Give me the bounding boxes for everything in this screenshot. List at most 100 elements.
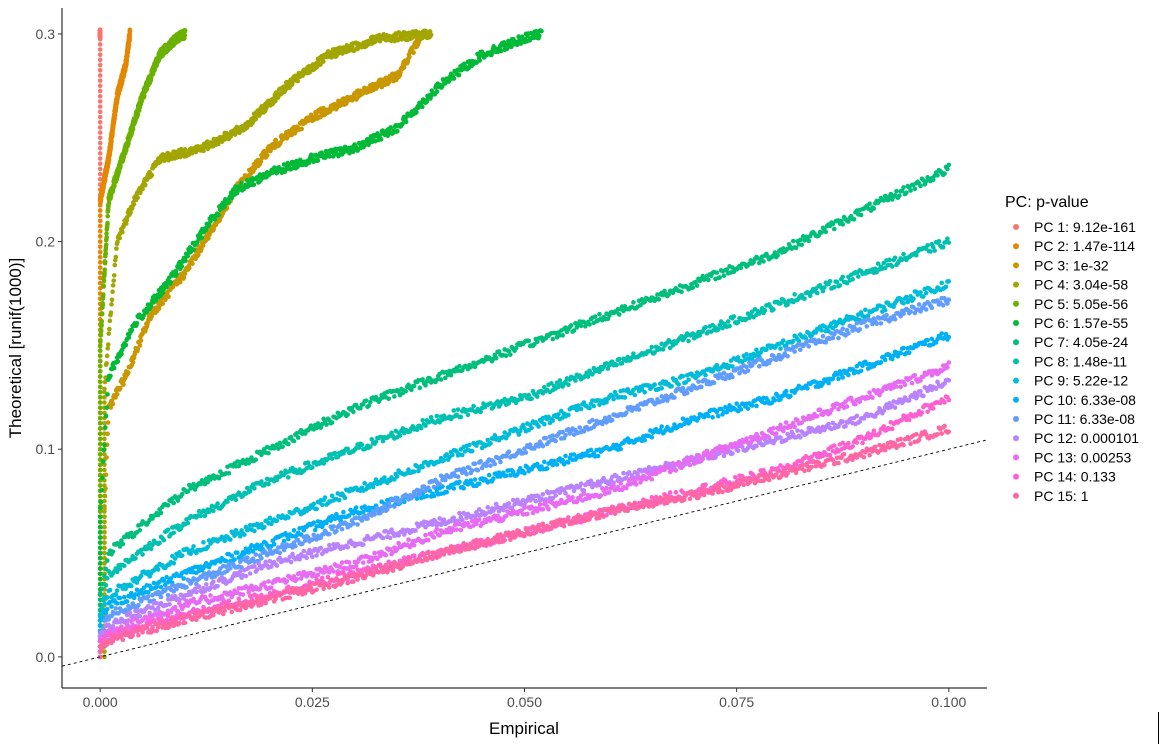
data-point (97, 571, 103, 577)
data-point (578, 323, 584, 329)
data-point (97, 389, 103, 395)
data-point (97, 431, 103, 436)
data-point (614, 362, 619, 368)
data-point (97, 483, 103, 488)
data-point (332, 450, 338, 456)
data-point (97, 493, 103, 499)
data-point (397, 433, 403, 438)
data-point (102, 400, 107, 405)
data-point (97, 67, 103, 73)
data-point (458, 414, 464, 420)
data-point (112, 262, 118, 268)
data-point (97, 524, 103, 530)
data-point (616, 312, 622, 317)
data-point (226, 199, 232, 205)
data-point (171, 500, 177, 506)
data-point (133, 556, 138, 561)
data-point (295, 435, 301, 440)
data-point (831, 226, 837, 232)
data-point (592, 314, 598, 319)
data-point (97, 104, 103, 109)
data-point (329, 420, 335, 425)
data-point (946, 162, 952, 168)
data-point (897, 193, 902, 199)
data-point (97, 62, 103, 68)
data-point (97, 467, 103, 473)
data-point (97, 550, 103, 556)
data-point (395, 128, 400, 134)
data-point (97, 223, 103, 229)
data-point (97, 260, 103, 265)
data-point (97, 363, 103, 369)
data-point (119, 351, 124, 357)
data-point (99, 586, 104, 592)
data-point (423, 383, 428, 388)
data-point (157, 540, 162, 546)
data-point (97, 228, 103, 234)
data-point (97, 280, 103, 286)
data-point (942, 171, 947, 176)
data-point (190, 261, 195, 266)
data-point (345, 412, 351, 417)
data-point (534, 394, 540, 399)
data-point (285, 475, 291, 480)
data-point (97, 561, 103, 566)
data-point (455, 407, 461, 412)
data-point (103, 413, 109, 419)
data-point (616, 356, 622, 362)
data-point (97, 83, 103, 89)
data-point (191, 247, 196, 253)
data-point (149, 172, 155, 178)
data-point (97, 535, 103, 540)
points-layer (97, 27, 952, 660)
data-point (182, 33, 188, 38)
data-point (121, 563, 127, 569)
data-point (253, 457, 259, 463)
data-point (721, 273, 727, 279)
data-point (378, 137, 384, 142)
data-point (806, 238, 812, 244)
data-point (97, 441, 103, 447)
data-point (97, 405, 103, 410)
data-point (97, 358, 103, 364)
data-point (97, 239, 103, 244)
data-point (434, 89, 440, 94)
data-point (105, 342, 111, 347)
data-point (107, 326, 112, 332)
data-point (97, 369, 103, 374)
data-point (97, 591, 103, 596)
data-point (285, 441, 291, 447)
data-point (97, 384, 103, 390)
data-point (211, 508, 216, 514)
data-point (97, 52, 103, 58)
data-point (110, 289, 115, 294)
data-point (539, 28, 544, 34)
data-point (97, 566, 103, 571)
data-point (104, 575, 110, 581)
data-point (438, 377, 444, 382)
data-point (201, 148, 206, 154)
data-point (407, 54, 412, 60)
data-point (108, 373, 113, 379)
data-point (717, 275, 722, 280)
data-point (97, 33, 103, 39)
data-point (99, 311, 105, 317)
data-point (102, 420, 107, 426)
data-point (97, 119, 103, 125)
data-point (110, 401, 116, 407)
data-point (299, 126, 305, 132)
data-point (714, 270, 720, 275)
data-point (100, 459, 106, 464)
data-point (115, 359, 121, 364)
data-point (566, 382, 571, 388)
data-point (97, 400, 103, 405)
data-point (111, 273, 117, 278)
data-point (694, 283, 700, 288)
data-point (291, 438, 297, 444)
data-point (935, 173, 940, 178)
data-point (106, 157, 112, 163)
data-point (97, 452, 103, 457)
data-point (101, 283, 107, 289)
data-point (465, 412, 471, 418)
data-point (117, 566, 123, 572)
